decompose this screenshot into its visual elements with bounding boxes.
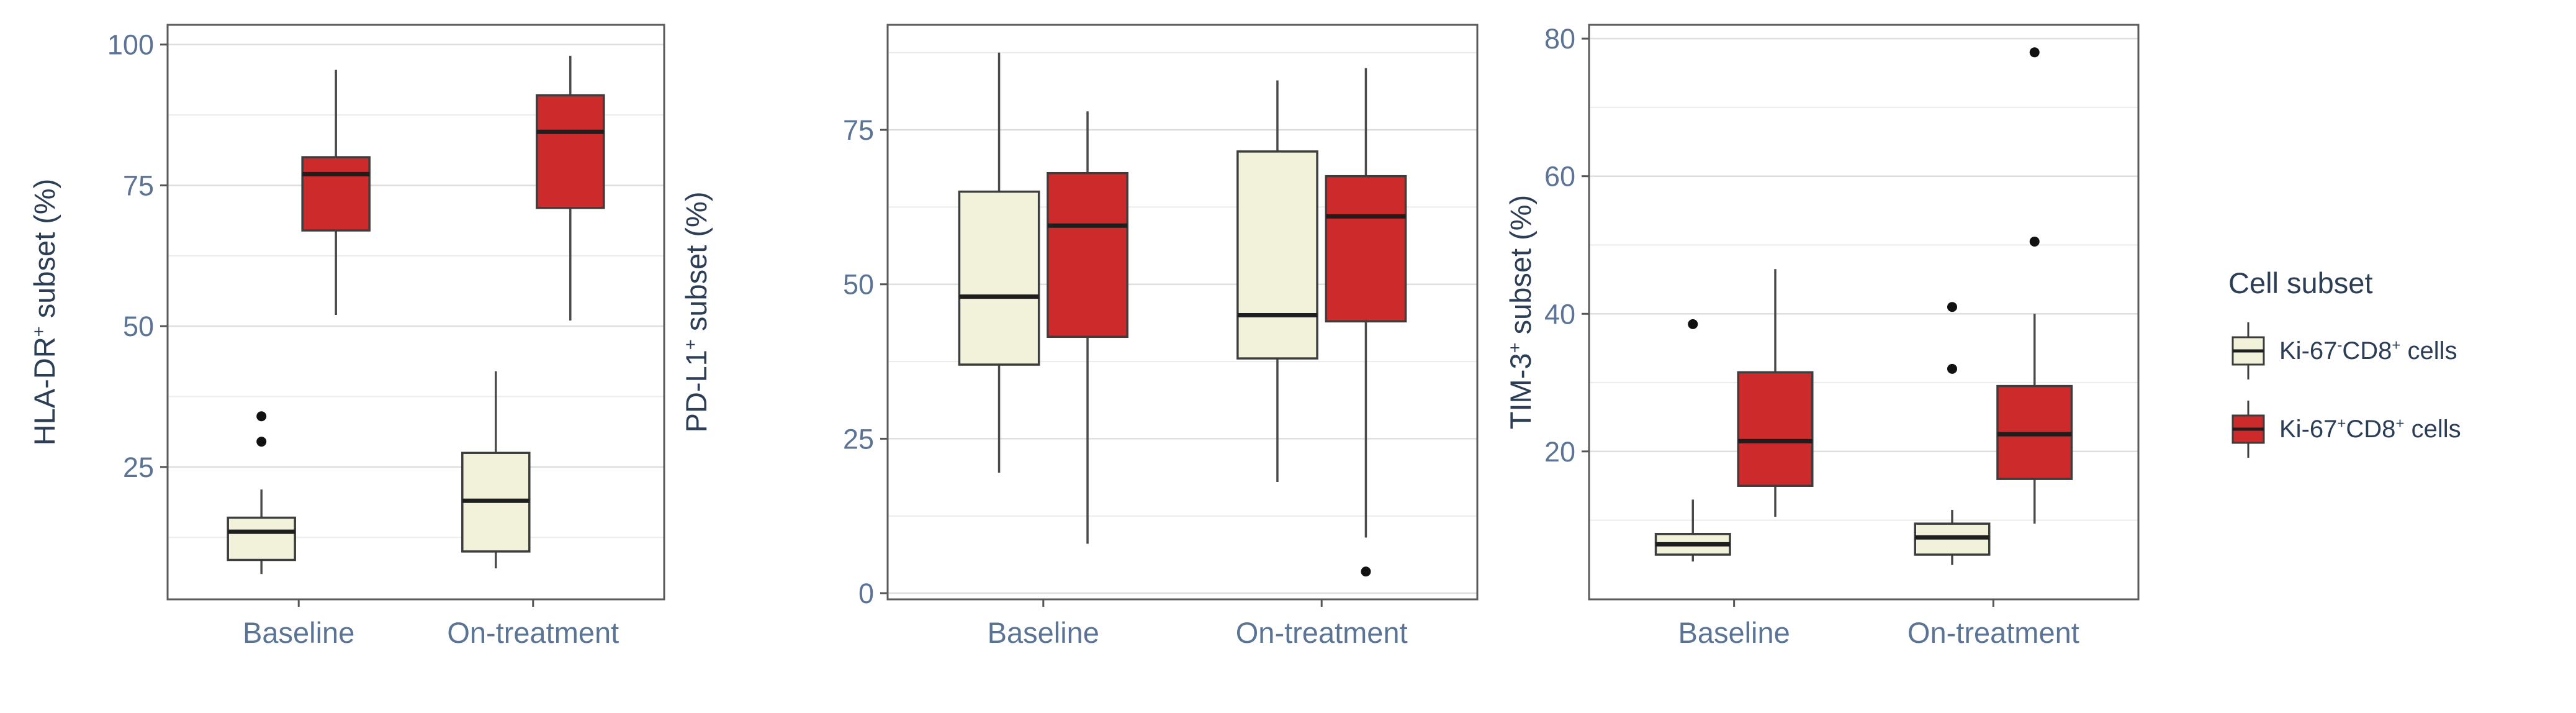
legend-item-ki67neg: Ki-67-CD8+ cells: [2228, 319, 2576, 383]
outlier-dot: [1947, 363, 1957, 374]
boxplot-box: [227, 516, 296, 561]
outlier-dot: [1688, 319, 1698, 329]
y-tick-label: 25: [843, 423, 874, 455]
y-tick-label: 60: [1544, 161, 1575, 193]
outlier-dot: [1361, 566, 1371, 577]
x-category-label: Baseline: [243, 616, 354, 649]
y-axis-title: TIM-3+ subset (%): [1504, 195, 1537, 429]
outlier-dot: [2029, 236, 2040, 247]
y-axis-title: PD-L1+ subset (%): [680, 192, 713, 433]
boxplot-box: [1236, 150, 1318, 360]
outlier-dot: [2029, 47, 2040, 58]
outlier-dot: [256, 411, 267, 422]
outlier-dot: [256, 437, 267, 447]
y-tick-label: 50: [843, 269, 874, 301]
y-tick-label: 25: [123, 452, 154, 483]
panel-pd-l1: Baseline On-treatment 0 25 50 75 PD-L1+ subset…: [680, 24, 1479, 649]
legend-item-ki67pos: Ki-67+CD8+ cells: [2228, 397, 2576, 461]
x-category-label: Baseline: [1678, 616, 1790, 649]
panel-hla-dr: Baseline On-treatment 25 50 75 100 HLA-DR+ sub…: [28, 24, 665, 649]
y-tick-label: 40: [1544, 298, 1575, 330]
panel-border: [886, 24, 1479, 601]
y-tick-label: 50: [123, 311, 154, 342]
y-tick-label: 100: [107, 29, 154, 61]
boxplot-box: [301, 156, 371, 232]
x-category-label: On-treatment: [447, 616, 619, 649]
boxplot-key-icon: [2231, 322, 2265, 379]
outlier-dot: [1947, 302, 1957, 312]
boxplot-box: [536, 94, 605, 209]
y-axis-title: HLA-DR+ subset (%): [28, 179, 61, 446]
x-category-label: Baseline: [988, 616, 1099, 649]
boxplot-key-icon: [2231, 401, 2265, 458]
boxplot-box: [1047, 171, 1128, 338]
legend-item-label: Ki-67-CD8+ cells: [2279, 337, 2457, 365]
boxplot-box: [958, 190, 1040, 366]
x-category-label: On-treatment: [1907, 616, 2079, 649]
y-tick-label: 20: [1544, 436, 1575, 468]
panel-border: [1588, 24, 2140, 601]
y-tick-label: 0: [858, 578, 874, 609]
panel-tim-3: Baseline On-treatment 20 40 60 80 TIM-3+ subse…: [1504, 23, 2140, 649]
panel-border: [166, 24, 665, 601]
legend-item-label: Ki-67+CD8+ cells: [2279, 415, 2461, 443]
legend-items: Ki-67-CD8+ cells Ki-67+CD8+ cells: [2228, 319, 2576, 461]
x-category-label: On-treatment: [1236, 616, 1408, 649]
y-tick-label: 75: [843, 114, 874, 146]
boxplot-box: [1737, 371, 1814, 487]
y-tick-label: 75: [123, 170, 154, 201]
y-tick-label: 80: [1544, 23, 1575, 55]
legend-title: Cell subset: [2228, 266, 2373, 299]
legend: Cell subset Ki-67-CD8+ cells Ki-67+CD8+ c…: [2228, 266, 2576, 461]
boxplot-box: [1325, 175, 1407, 323]
